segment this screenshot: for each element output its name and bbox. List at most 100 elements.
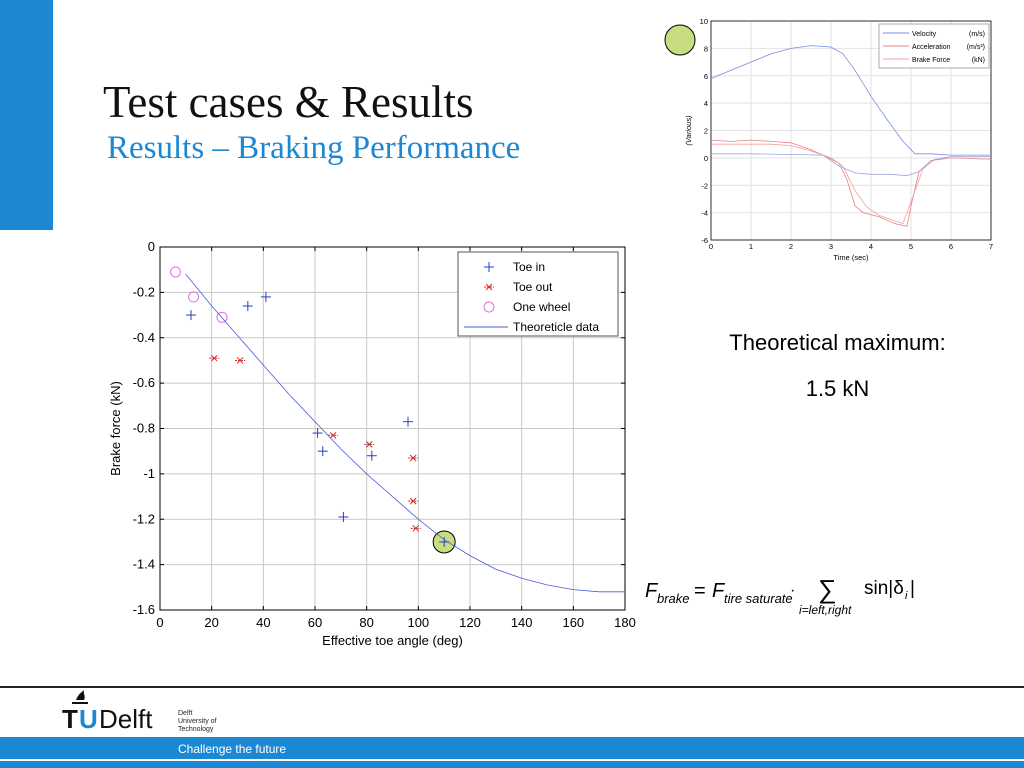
formula-rhs-sub: tire saturate	[724, 591, 793, 606]
series-line-brake-force	[711, 143, 992, 225]
formula-lhs: F	[645, 580, 659, 602]
y-tick-label: -1	[143, 466, 155, 481]
brake-force-formula: F brake = F tire saturate · ∑ i=left,rig…	[645, 574, 915, 617]
x-tick-label: 2	[789, 242, 793, 251]
series-line-unnamed-3	[711, 153, 991, 177]
svg-text:|: |	[910, 578, 915, 599]
brake-force-chart: 0 20 40 60 80 100 120 140 160 180 0 -0.2 -0.4 -0.6 -0.…	[108, 239, 636, 648]
series-line-theoreticle-data	[185, 273, 625, 593]
x-tick-label: 100	[407, 615, 429, 630]
theoretical-label: Theoretical maximum:	[729, 330, 946, 355]
legend-swatch	[485, 283, 493, 291]
y-tick-label: -0.2	[133, 284, 155, 299]
y-tick-label: -6	[701, 236, 708, 245]
x-tick-label: 140	[511, 615, 533, 630]
footer-divider	[0, 686, 1024, 688]
plot-frame	[159, 246, 626, 611]
data-point-toe-out	[365, 441, 373, 448]
legend-label: Toe out	[513, 280, 553, 294]
logo-institution: Delft University of Technology	[178, 710, 217, 733]
data-point-toe-out	[409, 454, 417, 462]
plot-frame	[710, 20, 992, 241]
data-point-toe-out	[236, 357, 244, 364]
formula-rhs: F	[712, 580, 726, 602]
x-tick-label: 80	[359, 615, 373, 630]
y-tick-label: -1.6	[133, 602, 155, 617]
x-tick-label: 40	[256, 615, 270, 630]
footer-band-bottom	[0, 761, 1024, 768]
x-tick-label: 5	[909, 242, 913, 251]
highlight-marker	[664, 24, 696, 56]
data-point-one-wheel	[170, 266, 181, 278]
legend-unit: (kN)	[972, 57, 985, 64]
legend-label: Acceleration	[912, 44, 951, 51]
sum-sign: ∑	[818, 574, 837, 604]
chart-legend: Toe in Toe out One wheel Theoreticle data	[457, 251, 619, 337]
slide-title: Test cases & Results	[103, 77, 474, 127]
y-tick-label: -1.4	[133, 557, 155, 572]
tagline: Challenge the future	[178, 742, 287, 756]
x-axis-label: Effective toe angle (deg)	[322, 633, 463, 648]
x-tick-label: 180	[614, 615, 636, 630]
x-tick-label: 120	[459, 615, 481, 630]
x-tick-label: 0	[156, 615, 163, 630]
y-tick-label: -2	[701, 181, 708, 190]
y-axis-label: Brake force (kN)	[108, 381, 123, 476]
tudelft-logo: T U Delft	[62, 690, 153, 734]
data-point-toe-out	[409, 497, 417, 505]
y-tick-label: 6	[704, 72, 708, 81]
x-tick-label: 0	[709, 242, 713, 251]
series-line-velocity	[710, 45, 991, 156]
legend-label: Velocity	[912, 31, 937, 38]
formula-sum-sub: i=left,right	[799, 603, 852, 617]
legend-label: Brake Force	[912, 57, 950, 64]
svg-text:U: U	[79, 704, 98, 734]
x-tick-label: 4	[869, 242, 873, 251]
y-tick-label: -4	[701, 209, 708, 218]
svg-text:=: =	[694, 580, 706, 602]
svg-text:Delft: Delft	[99, 704, 153, 734]
x-tick-label: 7	[989, 242, 993, 251]
footer-band	[0, 737, 1024, 759]
x-tick-label: 1	[749, 242, 753, 251]
slide-subtitle: Results – Braking Performance	[107, 130, 521, 166]
accent-bar	[0, 0, 53, 230]
y-tick-label: 0	[148, 239, 155, 254]
svg-text:T: T	[62, 704, 78, 734]
formula-term-sub: i	[905, 590, 908, 602]
formula-lhs-sub: brake	[657, 591, 690, 606]
y-axis-label: (Various)	[684, 115, 693, 146]
legend-label: Theoreticle data	[513, 320, 599, 334]
x-axis-label: Time (sec)	[833, 253, 869, 262]
data-point-one-wheel	[216, 311, 228, 323]
legend-box	[457, 251, 619, 337]
y-tick-label: 10	[700, 17, 708, 26]
formula-term: sin|δ	[864, 578, 904, 599]
y-tick-label: 2	[704, 127, 708, 136]
legend-label: One wheel	[513, 300, 570, 314]
legend-unit: (m/s²)	[967, 44, 985, 51]
y-tick-label: -0.6	[133, 375, 155, 390]
svg-text:·: ·	[790, 582, 795, 599]
data-point-toe-out	[329, 431, 337, 439]
theoretical-value: 1.5 kN	[805, 376, 870, 401]
time-history-chart: 0 1 2 3 4 5 6 7 10 8 6 4 2 0 -2 -4 -6 Time (sec) (Various)…	[664, 17, 993, 262]
y-tick-label: -0.8	[133, 421, 155, 436]
legend-unit: (m/s)	[969, 31, 985, 38]
x-tick-label: 3	[829, 242, 833, 251]
y-tick-label: -0.4	[133, 330, 155, 345]
y-tick-label: 4	[704, 99, 708, 108]
x-tick-label: 20	[204, 615, 218, 630]
flame-icon	[72, 690, 88, 704]
data-point-one-wheel	[188, 291, 200, 303]
data-point-toe-out	[210, 354, 218, 362]
y-tick-label: 8	[704, 44, 708, 53]
x-tick-label: 6	[949, 242, 953, 251]
y-tick-label: -1.2	[133, 511, 155, 526]
legend-label: Toe in	[513, 260, 545, 274]
x-tick-label: 60	[308, 615, 322, 630]
legend-swatch	[483, 301, 495, 313]
x-tick-label: 160	[562, 615, 584, 630]
y-tick-label: 0	[704, 154, 708, 163]
data-point-toe-out	[412, 524, 420, 532]
